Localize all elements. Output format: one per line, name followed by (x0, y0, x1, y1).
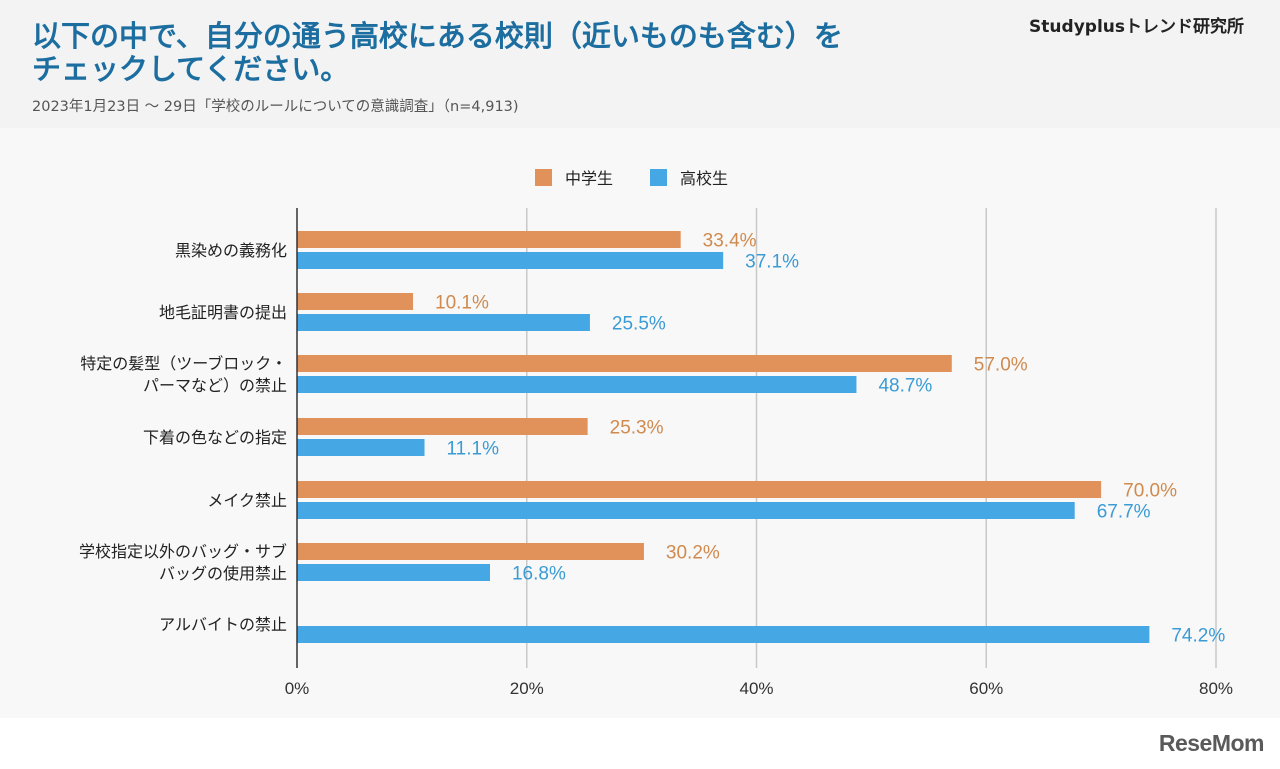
data-label: 30.2% (666, 543, 720, 564)
bar (297, 439, 425, 456)
category-label: バッグの使用禁止 (159, 564, 287, 583)
header-band: 以下の中で、自分の通う高校にある校則（近いものも含む）を チェックしてください。… (0, 0, 1280, 128)
bar (297, 231, 681, 248)
bar (297, 564, 490, 581)
data-label: 70.0% (1123, 481, 1177, 502)
category-label: 地毛証明書の提出 (159, 303, 287, 322)
category-label: アルバイトの禁止 (159, 615, 287, 634)
legend-label: 高校生 (680, 169, 728, 188)
data-label: 74.2% (1171, 626, 1225, 647)
x-tick-label: 40% (739, 679, 773, 698)
bar (297, 481, 1102, 498)
bar (297, 355, 952, 372)
data-label: 10.1% (435, 293, 489, 314)
category-label: 学校指定以外のバッグ・サブ (79, 542, 287, 561)
data-label: 16.8% (512, 564, 566, 585)
legend-swatch (535, 169, 552, 186)
data-label: 25.3% (610, 418, 664, 439)
chart-title-line-1: 以下の中で、自分の通う高校にある校則（近いものも含む）を (32, 19, 843, 53)
bar (297, 376, 857, 393)
data-label: 25.5% (612, 314, 666, 335)
data-label: 33.4% (703, 231, 757, 252)
x-tick-label: 0% (285, 679, 310, 698)
bar (297, 502, 1075, 519)
bar (297, 293, 414, 310)
chart-title: 以下の中で、自分の通う高校にある校則（近いものも含む）を チェックしてください。 (32, 20, 932, 86)
category-label: 特定の髪型（ツーブロック・ (80, 354, 287, 373)
category-label: 黒染めの義務化 (175, 241, 287, 260)
bar (297, 418, 588, 435)
data-label: 48.7% (878, 376, 932, 397)
chart-area: 0% 20% 40% 60% 80% 33.4% 10.1% 57.0% 25.3% 70.0% 3… (0, 128, 1280, 718)
x-tick-label: 60% (969, 679, 1003, 698)
bar (297, 252, 724, 269)
data-label: 67.7% (1097, 502, 1151, 523)
data-label: 37.1% (745, 252, 799, 273)
chart-subtitle: 2023年1月23日 〜 29日「学校のルールについての意識調査」（n=4,91… (32, 99, 519, 115)
x-tick-label: 80% (1199, 679, 1233, 698)
bar-chart: 0% 20% 40% 60% 80% 33.4% 10.1% 57.0% 25.3% 70.0% 3… (79, 169, 1233, 698)
category-label: メイク禁止 (207, 491, 287, 510)
legend-label: 中学生 (565, 169, 613, 188)
x-tick-label: 20% (510, 679, 544, 698)
category-label: 下着の色などの指定 (143, 428, 287, 447)
category-label: パーマなど）の禁止 (143, 376, 287, 395)
legend-swatch (650, 169, 667, 186)
data-label: 57.0% (974, 355, 1028, 376)
data-label: 11.1% (447, 439, 500, 460)
brand-label: Studyplusトレンド研究所 (1029, 17, 1244, 37)
bar (297, 626, 1150, 643)
bar (297, 314, 590, 331)
resemom-logo: ReseMom (1158, 730, 1265, 756)
bar (297, 543, 644, 560)
chart-title-line-2: チェックしてください。 (32, 52, 350, 86)
